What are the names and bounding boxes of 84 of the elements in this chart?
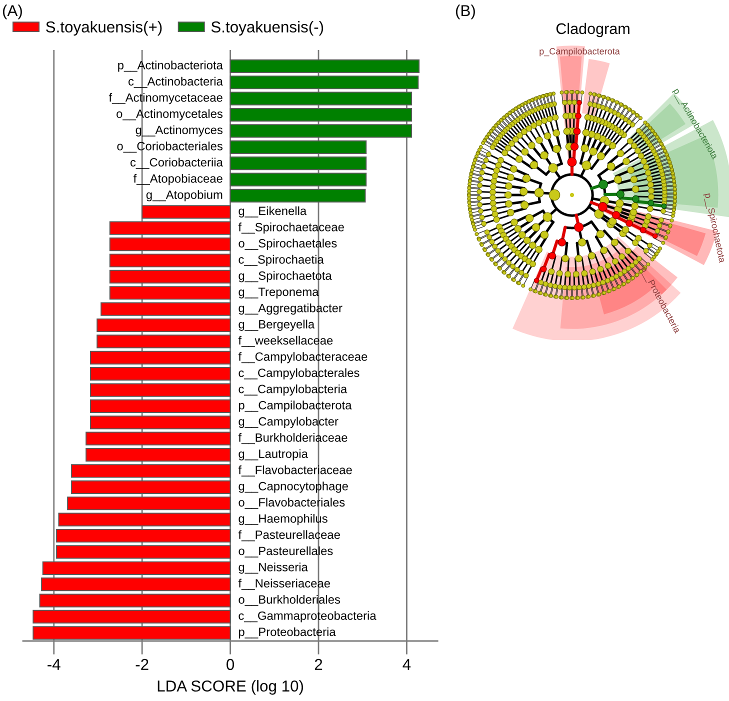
- bar: [109, 221, 231, 235]
- y-tick-label: g__Lautropia: [238, 449, 308, 460]
- y-tick-label: g__Actinomyces: [136, 125, 223, 137]
- x-tick-label: -4: [48, 659, 60, 670]
- bar: [41, 578, 231, 592]
- x-tick-label: 4: [402, 659, 411, 670]
- y-tick-label: o__Flavobacteriales: [238, 498, 345, 509]
- bar: [67, 496, 231, 510]
- bar: [71, 464, 231, 478]
- y-tick-label: f__Actinomycetaceae: [108, 93, 222, 104]
- x-axis-title: LDA SCORE (log 10): [158, 680, 304, 695]
- text: (B): [456, 4, 475, 20]
- bar: [96, 318, 231, 332]
- bar: [32, 610, 231, 624]
- bar: [109, 254, 231, 268]
- bar: [86, 432, 231, 446]
- bar: [109, 286, 231, 300]
- bar: [230, 108, 412, 122]
- y-tick-label: f__Neisseriaceae: [238, 578, 330, 590]
- x-tick-label: 0: [226, 658, 234, 670]
- y-tick-label: g__Campylobacter: [238, 416, 338, 428]
- y-tick-label: f__Atopobiaceae: [133, 174, 222, 186]
- bar: [230, 76, 419, 90]
- y-tick-label: c__Actinobacteria: [128, 76, 223, 88]
- legend-label: S.toyakuensis(-): [211, 21, 324, 36]
- bar: [32, 626, 231, 640]
- y-tick-label: f__weeksellaceae: [238, 336, 333, 347]
- y-tick-label: g__Spirochaetota: [238, 271, 332, 282]
- y-tick-label: o__Spirochaetales: [238, 238, 337, 250]
- bar: [230, 188, 366, 203]
- bar: [109, 238, 231, 252]
- text: (A): [2, 4, 22, 20]
- x-tick-label: 2: [314, 658, 322, 670]
- bar: [90, 350, 231, 364]
- text: p_Campilobacterota: [540, 48, 620, 56]
- x-tick-label: -2: [136, 658, 148, 670]
- bar: [86, 448, 231, 462]
- text: Cladogram: [556, 22, 630, 38]
- bar: [90, 383, 231, 397]
- bar: [90, 399, 231, 414]
- y-tick-label: g__Aggregatibacter: [238, 304, 342, 315]
- y-tick-label: g__Neisseria: [238, 562, 308, 574]
- bar: [42, 561, 231, 575]
- bar: [109, 270, 231, 284]
- bar: [90, 416, 231, 430]
- y-tick-label: g__Capnocytophage: [238, 482, 348, 493]
- y-tick-label: f__Campylobacteraceae: [238, 352, 368, 364]
- bar: [230, 124, 412, 138]
- y-tick-label: c__Coriobacteriia: [130, 158, 223, 169]
- bar: [230, 140, 367, 154]
- bar: [230, 92, 412, 106]
- y-tick-label: g__Atopobium: [146, 190, 222, 202]
- y-tick-label: c__Gammaproteobacteria: [238, 611, 376, 622]
- bar: [96, 334, 231, 348]
- bar: [230, 59, 420, 73]
- bar: [230, 172, 367, 186]
- y-tick-label: g__Haemophilus: [238, 514, 328, 526]
- bar: [39, 594, 231, 608]
- y-tick-label: f__Pasteurellaceae: [238, 530, 340, 542]
- y-tick-label: o__Coriobacteriales: [117, 142, 223, 153]
- bar: [71, 480, 231, 494]
- y-tick-label: g__Eikenella: [238, 206, 307, 218]
- y-tick-label: f__Burkholderiaceae: [238, 433, 348, 444]
- y-tick-label: p__Proteobacteria: [238, 627, 336, 638]
- y-tick-label: o__Actinomycetales: [116, 109, 223, 120]
- bar: [56, 528, 231, 543]
- bar: [142, 205, 231, 219]
- y-tick-label: c__Campylobacterales: [238, 368, 360, 380]
- y-tick-label: g__Treponema: [238, 288, 319, 298]
- bar: [58, 512, 231, 526]
- y-tick-label: p__Campilobacterota: [238, 400, 352, 412]
- y-tick-label: f__Flavobacteriaceae: [238, 465, 352, 476]
- y-tick-label: c__Spirochaetia: [238, 254, 324, 266]
- legend-label: S.toyakuensis(+): [46, 21, 162, 36]
- bar: [90, 367, 231, 381]
- y-tick-label: c__Campylobacteria: [238, 384, 348, 396]
- bar: [100, 302, 231, 316]
- y-tick-label: o__Pasteurellales: [238, 546, 333, 558]
- y-tick-label: f__Spirochaetaceae: [238, 222, 344, 234]
- y-tick-label: p__Actinobacteriota: [118, 60, 223, 72]
- y-tick-label: o__Burkholderiales: [238, 594, 340, 606]
- bar: [56, 545, 231, 559]
- bar: [230, 156, 367, 170]
- y-tick-label: g__Bergeyella: [238, 320, 315, 331]
